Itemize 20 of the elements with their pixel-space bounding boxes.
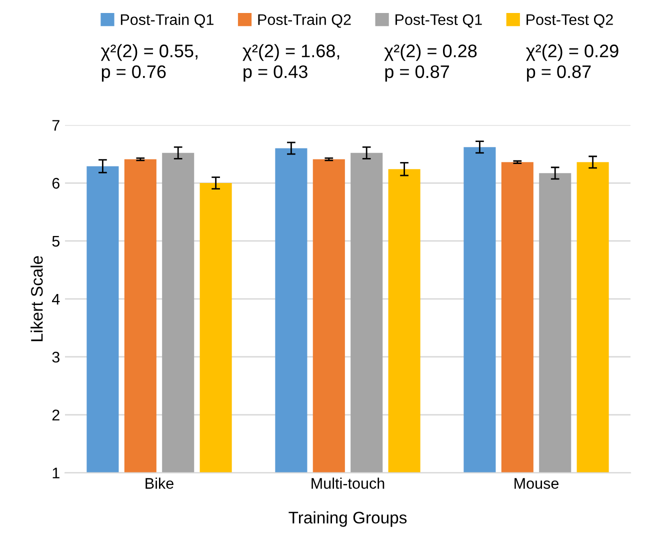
y-tick-label: 5 [52, 236, 60, 247]
legend-label: Post-Test Q2 [526, 14, 613, 28]
y-tick-label: 6 [52, 178, 60, 189]
x-axis-title: Training Groups [288, 511, 407, 527]
y-tick-label: 2 [52, 410, 60, 420]
y-tick-label: 1 [52, 468, 60, 478]
y-tick-label: 4 [52, 294, 60, 304]
legend-label: Post-Train Q2 [258, 14, 351, 28]
text: χ²(2) = 0.55, p = 0.76 [100, 44, 198, 82]
text: χ²(2) = 0.29 p = 0.87 [526, 44, 618, 82]
legend-label: Post-Test Q1 [396, 14, 482, 28]
x-tick-label: Multi-touch [312, 478, 384, 489]
legend-label: Post-Train Q1 [120, 14, 214, 28]
y-tick-label: 3 [52, 352, 60, 363]
x-tick-label: Mouse [514, 478, 558, 489]
x-tick-label: Bike [146, 478, 174, 489]
y-tick-label: 7 [52, 120, 60, 131]
text: χ²(2) = 1.68, p = 0.43 [242, 44, 340, 82]
y-axis-title: Likert Scale [30, 256, 43, 342]
text: χ²(2) = 0.28 p = 0.87 [384, 44, 477, 82]
